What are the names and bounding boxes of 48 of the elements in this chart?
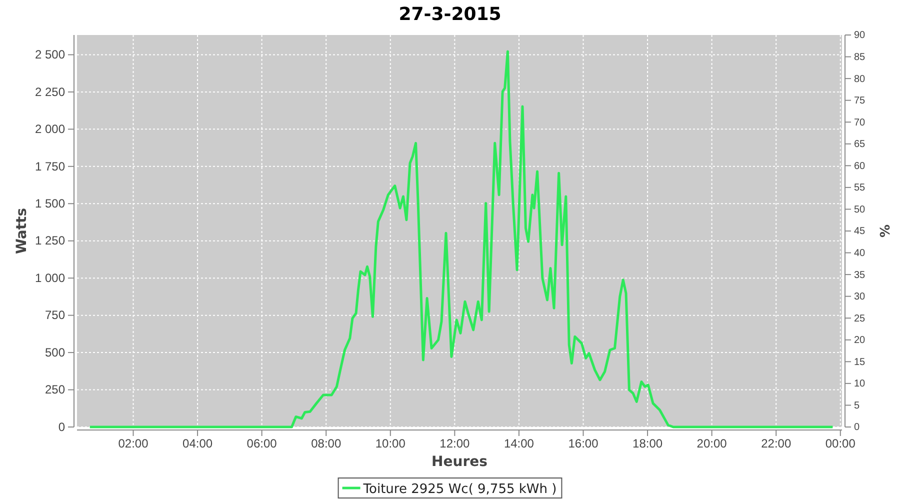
x-tick-label: 12:00 xyxy=(440,436,470,451)
y2-tick-label: 50 xyxy=(854,204,866,216)
y-tick-label: 500 xyxy=(44,345,66,360)
y-axis-title: Watts xyxy=(14,208,30,254)
x-tick-label: 06:00 xyxy=(246,436,278,451)
x-tick-label: 00:00 xyxy=(825,436,856,451)
y2-tick-label: 85 xyxy=(854,52,866,63)
y-tick-label: 250 xyxy=(44,382,66,397)
x-tick-label: 10:00 xyxy=(375,436,406,451)
y2-tick-label: 40 xyxy=(854,248,866,259)
x-tick-label: 20:00 xyxy=(696,436,728,451)
y-tick-label: 2 500 xyxy=(34,48,66,62)
y2-tick-label: 55 xyxy=(854,182,866,194)
y2-axis-title: % xyxy=(876,224,891,238)
x-tick-label: 14:00 xyxy=(504,436,534,451)
y2-tick-label: 60 xyxy=(854,160,866,172)
x-tick-label: 22:00 xyxy=(761,436,792,451)
x-tick-label: 04:00 xyxy=(182,436,213,451)
y2-tick-label: 10 xyxy=(854,378,866,390)
y2-tick-label: 75 xyxy=(854,96,866,107)
y-tick-label: 2 250 xyxy=(34,84,66,99)
x-tick-label: 18:00 xyxy=(632,436,663,451)
y-tick-label: 1 250 xyxy=(34,234,66,248)
x-tick-label: 16:00 xyxy=(568,436,599,451)
legend-label: Toiture 2925 Wc( 9,755 kWh ) xyxy=(362,482,557,497)
x-axis-title: Heures xyxy=(432,454,488,470)
y-tick-label: 1 000 xyxy=(34,270,66,285)
y2-tick-label: 20 xyxy=(854,335,866,346)
y2-tick-label: 70 xyxy=(854,117,866,128)
y2-tick-label: 25 xyxy=(854,313,866,324)
y-tick-label: 1 750 xyxy=(34,159,66,174)
chart-title: 27-3-2015 xyxy=(398,4,502,25)
x-tick-label: 02:00 xyxy=(118,436,149,451)
y2-tick-label: 45 xyxy=(854,226,866,238)
y2-tick-label: 30 xyxy=(854,292,866,303)
y2-tick-label: 65 xyxy=(854,139,866,150)
y2-tick-label: 90 xyxy=(854,30,866,42)
x-tick-label: 08:00 xyxy=(311,436,342,451)
y2-tick-label: 35 xyxy=(854,270,866,281)
y2-tick-label: 15 xyxy=(854,356,866,368)
y-tick-label: 1 500 xyxy=(34,196,66,210)
y2-tick-label: 0 xyxy=(854,422,860,434)
y2-tick-label: 80 xyxy=(854,74,866,85)
y-tick-label: 0 xyxy=(58,420,66,434)
y-tick-label: 750 xyxy=(44,308,66,322)
y-tick-label: 2 000 xyxy=(34,122,66,136)
line-series xyxy=(88,50,834,428)
y2-tick-label: 5 xyxy=(854,400,860,412)
